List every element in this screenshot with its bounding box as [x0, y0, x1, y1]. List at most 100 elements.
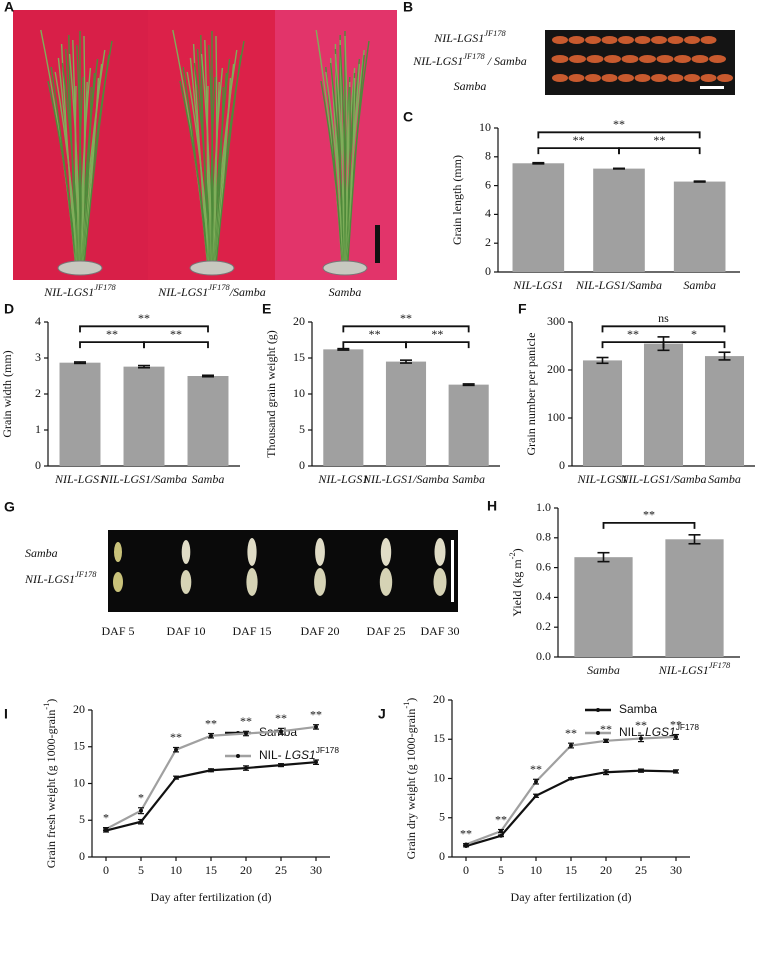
- significance-label: **: [106, 327, 118, 341]
- panel-letter: E: [262, 301, 271, 317]
- grain: [674, 55, 691, 63]
- significance-bracket: [342, 325, 470, 333]
- y-tick-label: 15: [293, 350, 305, 364]
- x-tick-label: 0: [463, 863, 469, 877]
- grain: [634, 36, 651, 44]
- plant-leaf: [213, 35, 218, 263]
- photo-label-part: NIL-LGS1: [412, 54, 463, 68]
- grain: [314, 568, 326, 596]
- pot: [57, 260, 103, 276]
- bar: [582, 360, 623, 466]
- photo-label-part: NIL-LGS1: [433, 31, 484, 45]
- grain: [700, 36, 717, 44]
- legend-label-part: JF178: [676, 722, 700, 732]
- grain: [586, 55, 604, 63]
- plant-leaf: [215, 54, 242, 263]
- y-tick-label: 0: [79, 849, 85, 863]
- pot: [322, 260, 368, 276]
- legend-label: NIL- LGS1JF178: [619, 722, 699, 739]
- plant-leaf: [208, 44, 214, 263]
- bar: [59, 362, 101, 466]
- panel-letter: F: [518, 301, 527, 317]
- panel-letter: A: [4, 0, 14, 15]
- y-tick-label: 15: [73, 739, 85, 753]
- point: [139, 808, 143, 813]
- y-tick-label: 10: [433, 770, 445, 784]
- grain: [651, 74, 667, 82]
- photo-label-part: JF178: [484, 29, 506, 38]
- point: [244, 766, 248, 771]
- point: [499, 833, 503, 838]
- point: [604, 738, 608, 743]
- x-tick-label: 15: [565, 863, 577, 877]
- plant-leaf: [186, 71, 211, 263]
- y-tick-label: 0.8: [536, 530, 551, 544]
- significance-label: **: [400, 311, 412, 325]
- y-tick-label: 200: [547, 362, 565, 376]
- significance-label: **: [530, 762, 542, 776]
- legend-label-part: NIL-: [619, 725, 645, 739]
- legend-marker: [596, 708, 600, 712]
- significance-label: **: [431, 327, 443, 341]
- legend-label-part: JF178: [316, 745, 340, 755]
- x-tick-label: 10: [170, 863, 182, 877]
- point: [464, 842, 468, 847]
- y-tick-label: 2: [35, 386, 41, 400]
- x-tick-label: 25: [635, 863, 647, 877]
- y-tick-label: 100: [547, 410, 565, 424]
- legend-label: NIL- LGS1JF178: [259, 745, 339, 762]
- y-tick-label: 5: [299, 422, 305, 436]
- grain: [551, 55, 569, 63]
- point: [534, 793, 538, 798]
- grain: [585, 36, 601, 44]
- column-label: DAF 15: [232, 624, 271, 638]
- y-tick-label: 10: [479, 120, 491, 134]
- photo-label-part: / Samba: [485, 54, 527, 68]
- error-bar: [74, 361, 86, 365]
- y-axis-label-part: Grain fresh weight (g 1000-grain: [44, 710, 58, 869]
- significance-label: **: [310, 707, 322, 721]
- significance-label: **: [170, 730, 182, 744]
- y-axis-label: Grain length (mm): [450, 155, 464, 245]
- error-bar: [693, 180, 706, 183]
- y-axis-label: Grain dry weight (g 1000-grain-1): [402, 698, 417, 860]
- error-bar: [337, 347, 350, 351]
- x-tick-label: 30: [310, 863, 322, 877]
- bar: [123, 366, 165, 466]
- error-bar: [462, 383, 475, 387]
- y-tick-label: 20: [293, 314, 305, 328]
- panel-letter: I: [4, 706, 8, 722]
- grain: [691, 55, 709, 63]
- panel-letter: B: [403, 0, 413, 15]
- significance-label: ns: [658, 311, 669, 325]
- error-bar: [613, 167, 625, 170]
- error-bar: [138, 364, 150, 369]
- x-tick-label: NIL-LGS1JF178: [658, 661, 731, 676]
- scale-bar: [700, 86, 724, 89]
- grain: [585, 74, 601, 82]
- y-tick-label: 0: [559, 458, 565, 472]
- photo-label: NIL-LGS1JF178: [433, 29, 506, 44]
- photo-label-part: JF178: [208, 283, 230, 292]
- x-tick-label: Samba: [452, 472, 485, 486]
- y-tick-label: 6: [485, 177, 491, 191]
- significance-bracket: [662, 341, 726, 349]
- point: [104, 827, 108, 832]
- significance-label: **: [205, 716, 217, 730]
- x-tick-label: Samba: [708, 472, 741, 486]
- significance-label: **: [613, 117, 625, 131]
- bar: [574, 557, 633, 657]
- x-tick-label: NIL-LGS1/Samba: [362, 472, 449, 486]
- grain: [113, 572, 123, 592]
- grain: [601, 36, 618, 44]
- significance-label: **: [573, 133, 585, 147]
- point: [534, 779, 538, 784]
- photo-label-part: NIL-LGS1: [43, 285, 94, 299]
- y-axis-label-part: -1: [402, 702, 411, 709]
- photo-label: NIL-LGS1JF178: [24, 570, 97, 585]
- grain: [315, 538, 325, 566]
- y-tick-label: 0.0: [536, 649, 551, 663]
- x-tick-label: 30: [670, 863, 682, 877]
- grain: [618, 36, 634, 44]
